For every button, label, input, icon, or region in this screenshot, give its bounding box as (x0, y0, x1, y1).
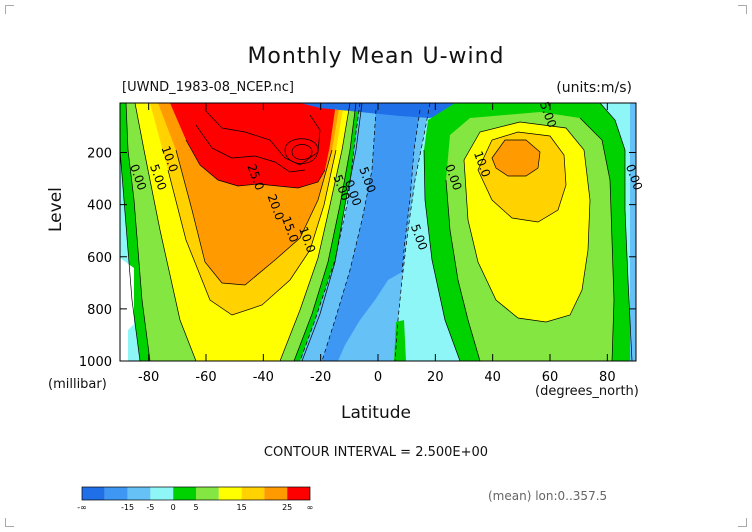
chart-title: Monthly Mean U-wind (247, 44, 505, 69)
contour-line (463, 121, 591, 323)
x-tick-label: -60 (195, 370, 216, 385)
x-tick-label: 80 (599, 370, 616, 385)
x-tick-label: 0 (374, 370, 382, 385)
contour-line (195, 124, 306, 173)
band-red-south (170, 103, 336, 188)
colorbar-tick-label: -∞ (77, 503, 87, 512)
contour-line (579, 117, 615, 361)
band-neg-light-north-edge (630, 103, 636, 361)
contour-line (175, 149, 333, 286)
colorbar-swatch (127, 487, 151, 500)
contour-line (445, 179, 481, 361)
colorbar-swatch (287, 487, 310, 500)
x-tick-label: 40 (484, 370, 501, 385)
contour-line (394, 103, 431, 361)
contour-line (204, 109, 321, 166)
contour-line (291, 144, 313, 160)
colorbar-tick-label: 25 (282, 503, 292, 512)
contour-line (167, 149, 337, 316)
contour-interval-label: CONTOUR INTERVAL = 2.500E+00 (263, 445, 489, 460)
colorbar-tick-label: 15 (237, 503, 247, 512)
colorbar-swatch (241, 487, 265, 500)
x-axis: -80 -60 -40 -20 0 20 40 60 80 (138, 103, 616, 385)
y-axis-unit: (millibar) (48, 377, 107, 392)
y-tick-label: 200 (87, 147, 112, 162)
colorbar-swatch (173, 487, 196, 500)
y-axis: 200 400 600 800 1000 (79, 147, 636, 370)
contour-line (293, 103, 357, 361)
colorbar-swatch (150, 487, 174, 500)
contour-fill-layer (120, 103, 636, 361)
colorbar-tick-label: 0 (171, 503, 176, 512)
contour-line-layer (120, 103, 633, 361)
x-tick-label: 60 (542, 370, 559, 385)
x-tick-label: -40 (253, 370, 274, 385)
contour-line (299, 103, 361, 361)
contour-line (185, 139, 326, 189)
contour-line (134, 103, 197, 361)
contour-line (423, 149, 461, 361)
y-tick-label: 600 (87, 251, 112, 266)
contour-line (125, 103, 151, 361)
colorbar-swatch (82, 487, 105, 500)
x-tick-label: 20 (427, 370, 444, 385)
colorbar-tick-label: -5 (146, 503, 154, 512)
x-axis-unit: (degrees_north) (535, 384, 639, 399)
y-tick-label: 1000 (79, 355, 112, 370)
band-neg-mid-tropics (322, 110, 420, 361)
contour-line (284, 138, 319, 164)
y-tick-label: 800 (87, 303, 112, 318)
footer-note: (mean) lon:0..357.5 (488, 489, 608, 503)
dataset-label: [UWND_1983-08_NCEP.nc] (122, 80, 294, 95)
colorbar-tick-label: -15 (121, 503, 134, 512)
colorbar-tick-label: ∞ (307, 503, 314, 512)
contour-line (477, 131, 567, 223)
contour-line (321, 109, 377, 361)
contour-line (599, 103, 633, 361)
colorbar-frame (81, 486, 311, 501)
colorbar-swatch (218, 487, 242, 500)
band-green-equator (394, 320, 406, 361)
contour-line (279, 103, 351, 361)
contour-line (491, 139, 541, 177)
colorbar-swatch (196, 487, 219, 500)
crop-mark-top-left (5, 5, 14, 14)
units-label: (units:m/s) (556, 80, 632, 96)
contour-line (120, 149, 141, 361)
crop-mark-bottom-left (5, 518, 14, 527)
colorbar: -∞ -15 -5 0 5 15 25 ∞ (77, 486, 314, 512)
x-tick-label: -20 (310, 370, 331, 385)
band-neg-dark-top (300, 103, 470, 118)
x-tick-label: -80 (138, 370, 159, 385)
colorbar-swatch (104, 487, 128, 500)
contour-line (401, 109, 421, 273)
y-tick-label: 400 (87, 199, 112, 214)
x-axis-title: Latitude (341, 403, 411, 423)
crop-mark-top-right (738, 5, 747, 14)
crop-mark-bottom-right (738, 518, 747, 527)
contour-line (301, 103, 363, 361)
colorbar-tick-label: 5 (193, 503, 198, 512)
colorbar-swatch (264, 487, 288, 500)
band-orange-north (492, 140, 540, 176)
